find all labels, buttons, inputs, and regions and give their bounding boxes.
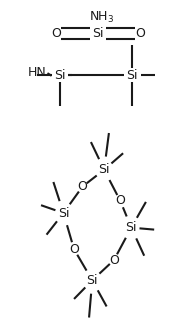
Text: O: O xyxy=(109,254,119,267)
Text: O: O xyxy=(78,180,87,193)
Text: Si: Si xyxy=(125,221,137,234)
Text: Si: Si xyxy=(58,206,69,220)
Text: O: O xyxy=(51,27,61,40)
Text: O: O xyxy=(135,27,145,40)
Text: Si: Si xyxy=(127,69,138,82)
Text: Si: Si xyxy=(98,163,110,176)
Text: O: O xyxy=(69,243,79,256)
Text: NH$_3$: NH$_3$ xyxy=(89,10,114,25)
Text: Si: Si xyxy=(92,27,104,40)
Text: HN: HN xyxy=(28,66,47,79)
Text: Si: Si xyxy=(54,69,65,82)
Text: Si: Si xyxy=(86,274,98,287)
Text: O: O xyxy=(115,195,125,207)
